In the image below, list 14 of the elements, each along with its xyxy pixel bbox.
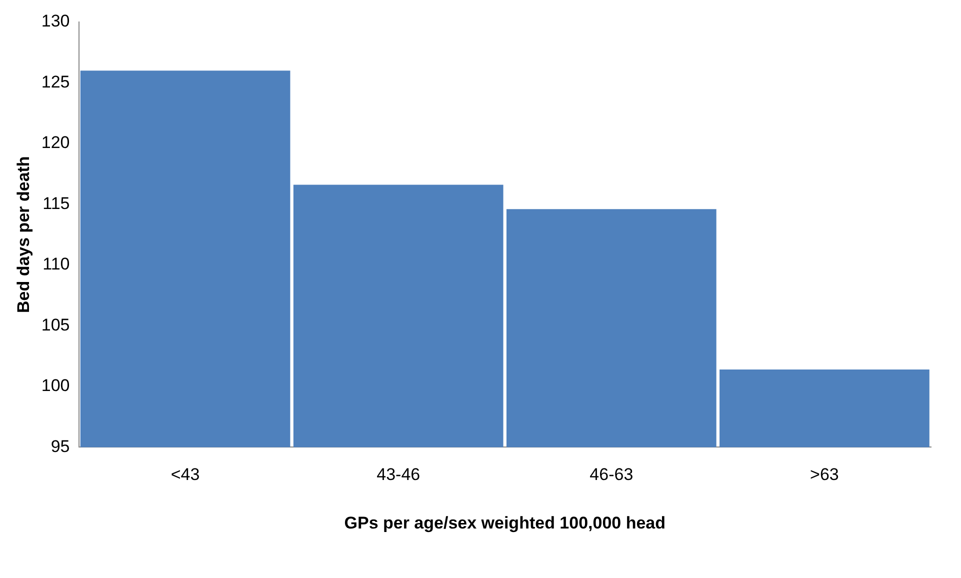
y-tick-label: 105 [41,315,70,334]
y-axis-title: Bed days per death [14,156,33,314]
x-axis-title: GPs per age/sex weighted 100,000 head [344,513,666,532]
y-tick-label: 130 [41,12,70,31]
y-tick-label: 125 [41,72,70,92]
y-tick-label: 115 [42,194,70,213]
y-tick-label: 100 [41,376,70,396]
x-tick-label: 46-63 [590,465,634,484]
x-tick-label: 43-46 [376,465,420,484]
x-tick-label: <43 [170,465,200,484]
y-tick-label: 120 [41,133,70,152]
x-tick-label: >63 [810,465,839,484]
y-tick-label: 110 [42,254,70,274]
y-tick-label: 95 [50,436,70,456]
